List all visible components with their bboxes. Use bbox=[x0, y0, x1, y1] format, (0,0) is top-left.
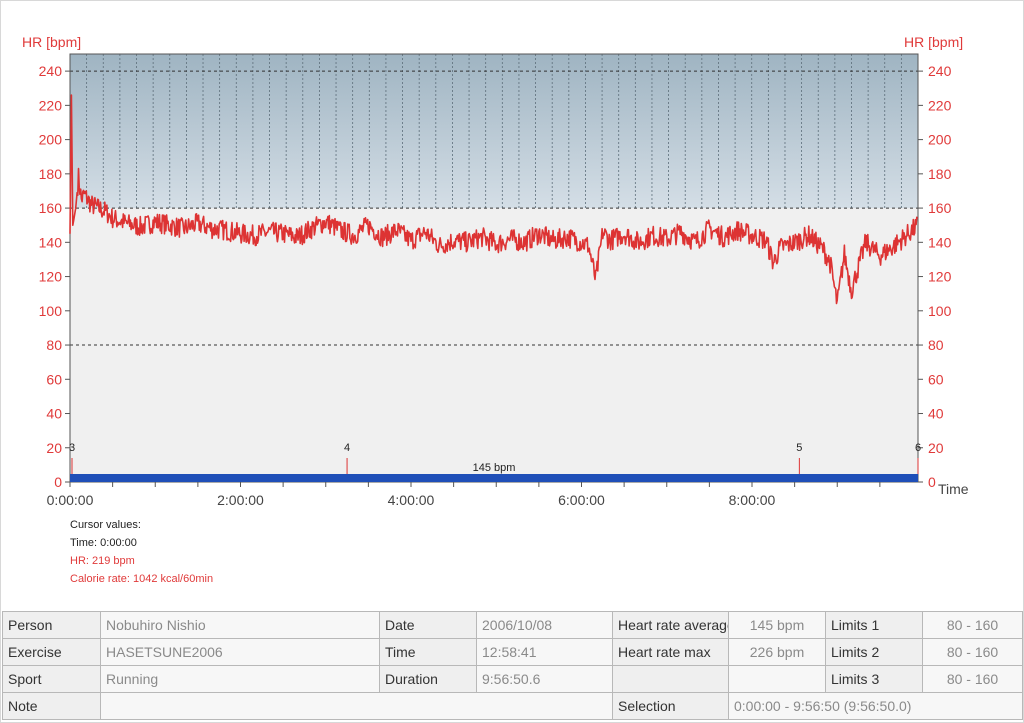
y-tick-label: 140 bbox=[39, 234, 63, 250]
lap-marker-label: 5 bbox=[796, 442, 802, 454]
hr-max-value: 226 bpm bbox=[728, 638, 826, 666]
y-axis-ticks: 0 0 20 20 40 40 60 60 80 80 100 100 120 120 140 140 160 1… bbox=[39, 63, 952, 490]
hr-max-label: Heart rate max bbox=[612, 638, 729, 666]
vertical-grid bbox=[86, 54, 902, 209]
lap-marker-label: 3 bbox=[69, 442, 75, 454]
cursor-title: Cursor values: bbox=[70, 519, 141, 531]
y-tick-label: 140 bbox=[928, 234, 952, 250]
limits3-value: 80 - 160 bbox=[922, 665, 1023, 693]
y-tick-label: 180 bbox=[39, 166, 63, 182]
hr-average-value: 145 bpm bbox=[728, 611, 826, 639]
table-row: Sport Running Duration 9:56:50.6 Limits … bbox=[2, 665, 1023, 693]
y-tick-label: 160 bbox=[928, 200, 952, 216]
exercise-info-table: Person Nobuhiro Nishio Date 2006/10/08 H… bbox=[2, 611, 1023, 720]
date-label: Date bbox=[379, 611, 477, 639]
y-tick-label: 200 bbox=[928, 132, 952, 148]
lap-marker-label: 4 bbox=[344, 442, 350, 454]
note-label: Note bbox=[2, 692, 101, 720]
cursor-values-panel: Cursor values: Time: 0:00:00 HR: 219 bpm… bbox=[70, 516, 213, 588]
cursor-time: Time: 0:00:00 bbox=[70, 537, 137, 549]
date-value: 2006/10/08 bbox=[476, 611, 613, 639]
y-tick-label: 0 bbox=[54, 474, 62, 490]
selection-value: 0:00:00 - 9:56:50 (9:56:50.0) bbox=[728, 692, 1023, 720]
y-tick-label: 180 bbox=[928, 166, 952, 182]
cursor-hr: HR: 219 bpm bbox=[70, 555, 135, 567]
empty-value-cell bbox=[728, 665, 826, 693]
limits2-value: 80 - 160 bbox=[922, 638, 1023, 666]
hr-average-label: Heart rate average bbox=[612, 611, 729, 639]
y-tick-label: 0 bbox=[928, 474, 936, 490]
table-row: Person Nobuhiro Nishio Date 2006/10/08 H… bbox=[2, 611, 1023, 639]
y-tick-label: 60 bbox=[46, 371, 62, 387]
y-tick-label: 220 bbox=[39, 97, 63, 113]
upper-hr-zone bbox=[70, 54, 918, 209]
x-axis-ticks: 0:00:00 2:00:00 4:00:00 6:00:00 8:00:00 bbox=[47, 482, 881, 508]
selection-label: Selection bbox=[612, 692, 729, 720]
sport-label: Sport bbox=[2, 665, 101, 693]
y-tick-label: 200 bbox=[39, 132, 63, 148]
limits3-label: Limits 3 bbox=[825, 665, 923, 693]
lap-marker-label: 6 bbox=[915, 442, 921, 454]
average-hr-bar bbox=[70, 474, 918, 482]
y-tick-label: 20 bbox=[46, 440, 62, 456]
y-tick-label: 100 bbox=[39, 303, 63, 319]
y-tick-label: 40 bbox=[928, 406, 944, 422]
y-tick-label: 240 bbox=[39, 63, 63, 79]
time-label: Time bbox=[379, 638, 477, 666]
limits1-value: 80 - 160 bbox=[922, 611, 1023, 639]
table-row: Note Selection 0:00:00 - 9:56:50 (9:56:5… bbox=[2, 692, 1023, 720]
x-tick-label: 6:00:00 bbox=[558, 492, 605, 508]
sport-value: Running bbox=[100, 665, 380, 693]
x-tick-label: 2:00:00 bbox=[217, 492, 264, 508]
y-tick-label: 240 bbox=[928, 63, 952, 79]
y-tick-label: 220 bbox=[928, 97, 952, 113]
limits2-label: Limits 2 bbox=[825, 638, 923, 666]
x-tick-label: 0:00:00 bbox=[47, 492, 94, 508]
y-tick-label: 100 bbox=[928, 303, 952, 319]
y-tick-label: 120 bbox=[928, 269, 952, 285]
person-label: Person bbox=[2, 611, 101, 639]
y-tick-label: 20 bbox=[928, 440, 944, 456]
y-tick-label: 160 bbox=[39, 200, 63, 216]
table-row: Exercise HASETSUNE2006 Time 12:58:41 Hea… bbox=[2, 638, 1023, 666]
x-axis-label: Time bbox=[938, 481, 969, 497]
note-value bbox=[100, 692, 613, 720]
duration-label: Duration bbox=[379, 665, 477, 693]
exercise-value: HASETSUNE2006 bbox=[100, 638, 380, 666]
lap-markers: 3 4 5 6 bbox=[69, 442, 921, 474]
person-value: Nobuhiro Nishio bbox=[100, 611, 380, 639]
exercise-label: Exercise bbox=[2, 638, 101, 666]
y-tick-label: 120 bbox=[39, 269, 63, 285]
y-axis-label-right: HR [bpm] bbox=[904, 34, 963, 50]
hr-series-line bbox=[69, 94, 919, 305]
y-axis-label-left: HR [bpm] bbox=[22, 34, 81, 50]
y-tick-label: 60 bbox=[928, 371, 944, 387]
y-tick-label: 40 bbox=[46, 406, 62, 422]
limits1-label: Limits 1 bbox=[825, 611, 923, 639]
y-tick-label: 80 bbox=[928, 337, 944, 353]
empty-label-cell bbox=[612, 665, 729, 693]
hr-chart[interactable]: 0 0 20 20 40 40 60 60 80 80 100 100 120 120 140 140 160 1… bbox=[0, 0, 1024, 600]
average-hr-label: 145 bpm bbox=[473, 462, 516, 474]
time-value: 12:58:41 bbox=[476, 638, 613, 666]
cursor-calorie: Calorie rate: 1042 kcal/60min bbox=[70, 573, 214, 585]
x-tick-label: 4:00:00 bbox=[388, 492, 435, 508]
y-tick-label: 80 bbox=[46, 337, 62, 353]
duration-value: 9:56:50.6 bbox=[476, 665, 613, 693]
x-tick-label: 8:00:00 bbox=[729, 492, 776, 508]
